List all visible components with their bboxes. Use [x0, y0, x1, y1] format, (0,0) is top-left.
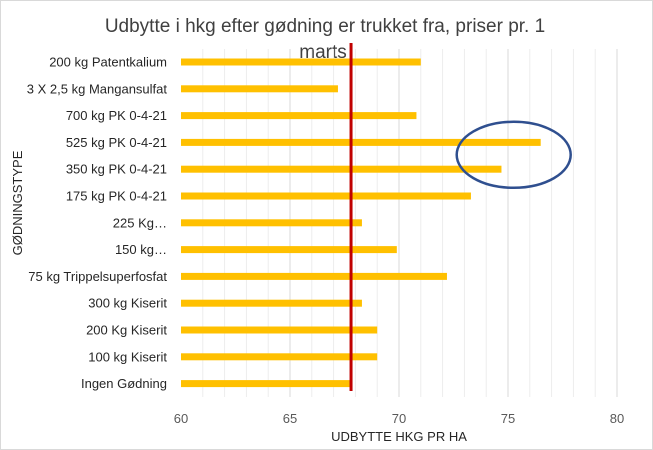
bar [181, 299, 362, 307]
bar [181, 326, 378, 334]
category-label: 225 Kg… [113, 215, 167, 230]
bar [181, 272, 447, 280]
x-tick-label: 75 [501, 411, 515, 426]
bars [181, 58, 541, 388]
category-label: 525 kg PK 0-4-21 [66, 135, 167, 150]
category-label: 200 Kg Kiserit [86, 323, 167, 338]
category-label: Ingen Gødning [81, 376, 167, 391]
bar [181, 380, 352, 388]
category-label: 75 kg Trippelsuperfosfat [28, 269, 167, 284]
chart-title-line-1: Udbytte i hkg efter gødning er trukket f… [105, 16, 545, 37]
bar [181, 165, 502, 173]
category-label: 300 kg Kiserit [88, 296, 167, 311]
bar [181, 219, 362, 227]
bar [181, 192, 471, 200]
x-tick-labels: 60 65 70 75 80 [174, 411, 624, 426]
y-axis-title: GØDNINGSTYPE [10, 150, 25, 255]
category-label: 150 kg… [115, 242, 167, 257]
highlight-ellipse [455, 120, 572, 190]
bar [181, 85, 338, 93]
category-label: 200 kg Patentkalium [49, 55, 167, 70]
category-label: 175 kg PK 0-4-21 [66, 189, 167, 204]
bar [181, 58, 421, 66]
category-label: 3 X 2,5 kg Mangansulfat [27, 81, 168, 96]
x-tick-label: 70 [392, 411, 406, 426]
highlight-layer [455, 120, 572, 190]
category-labels: 200 kg Patentkalium 3 X 2,5 kg Mangansulf… [27, 55, 168, 392]
bar [181, 138, 541, 146]
x-tick-label: 80 [610, 411, 624, 426]
x-tick-label: 65 [283, 411, 297, 426]
category-label: 700 kg PK 0-4-21 [66, 108, 167, 123]
bar [181, 112, 417, 120]
chart-title-line-2: marts [299, 42, 347, 63]
category-label: 100 kg Kiserit [88, 349, 167, 364]
category-label: 350 kg PK 0-4-21 [66, 162, 167, 177]
bar [181, 353, 378, 361]
bar [181, 246, 397, 254]
x-axis-title: UDBYTTE HKG PR HA [331, 429, 467, 444]
x-tick-label: 60 [174, 411, 188, 426]
